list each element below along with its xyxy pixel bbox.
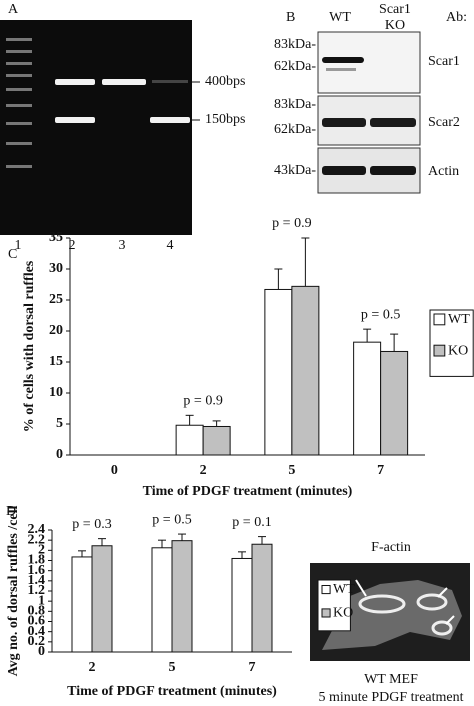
blot-band: [326, 68, 356, 71]
antibody-label: Scar1: [428, 54, 460, 69]
marker-label: 62kDa-: [274, 122, 316, 137]
y-tick-label: 35: [49, 230, 63, 245]
y-tick-label: 1: [38, 593, 45, 608]
y-tick-label: 0: [56, 447, 63, 462]
blot-band: [322, 166, 366, 175]
marker-label: 62kDa-: [274, 59, 316, 74]
ruffle: [416, 593, 448, 611]
bar: [380, 350, 409, 456]
ladder: [6, 38, 32, 168]
y-tick-label: 1.8: [28, 553, 46, 568]
y-tick-label: 0.6: [28, 614, 46, 629]
cell: [322, 580, 462, 650]
band-label: 400bps: [205, 74, 245, 89]
x-tick-label: 2: [89, 660, 96, 675]
antibody-label: Scar2: [428, 115, 460, 130]
bar: [71, 556, 93, 653]
annotation: p = 0.9: [183, 394, 222, 409]
antibody-header: Ab:: [446, 10, 467, 25]
bar: [91, 545, 113, 653]
y-tick-label: 0.8: [28, 604, 46, 619]
annotation: p = 0.5: [152, 512, 191, 527]
marker-label: 83kDa-: [274, 37, 316, 52]
annotation: p = 0.9: [272, 216, 311, 231]
image-title: F-actin: [371, 540, 411, 555]
lane-label: 4: [167, 238, 174, 253]
bar: [175, 424, 204, 456]
y-tick-label: 0: [38, 644, 45, 659]
y-tick-label: 30: [49, 261, 63, 276]
image-caption: 5 minute PDGF treatment: [318, 690, 463, 705]
x-tick-label: 5: [169, 660, 176, 675]
lane-label: 3: [119, 238, 126, 253]
panel-label: A: [8, 2, 19, 17]
band-label: 150bps: [205, 112, 245, 127]
bar: [151, 547, 173, 653]
annotation: p = 0.3: [72, 517, 111, 532]
column-label: WT: [329, 10, 351, 25]
bar: [202, 425, 231, 456]
y-tick-label: 5: [56, 416, 63, 431]
bar: [251, 543, 273, 653]
x-tick-label: 7: [249, 660, 256, 675]
x-tick-label: 5: [288, 463, 295, 478]
legend-label: KO: [333, 606, 353, 621]
marker-label: 43kDa-: [274, 163, 316, 178]
legend-label: WT: [448, 312, 470, 327]
y-tick-label: 10: [49, 385, 63, 400]
bar: [264, 288, 293, 456]
blot-band: [370, 118, 416, 127]
legend-swatch: [433, 344, 446, 357]
legend-label: KO: [448, 343, 468, 358]
y-tick-label: 2.4: [28, 522, 46, 537]
y-tick-label: 2.2: [28, 532, 46, 547]
y-tick-label: 0.4: [28, 624, 46, 639]
legend-swatch: [321, 608, 331, 618]
y-tick-label: 1.4: [28, 573, 46, 588]
y-tick-label: 20: [49, 323, 63, 338]
gel-bands: [55, 79, 190, 123]
ruffle: [431, 620, 453, 636]
y-tick-label: 25: [49, 292, 63, 307]
y-axis-label: Avg no. of dorsal ruffles /cell: [6, 505, 21, 676]
panel-label: B: [286, 10, 295, 25]
image-caption: WT MEF: [364, 672, 418, 687]
panel-label: C: [8, 247, 17, 262]
legend-swatch: [321, 585, 331, 595]
blot-band: [370, 166, 416, 175]
ruffle: [358, 594, 406, 614]
marker-label: 83kDa-: [274, 97, 316, 112]
y-tick-label: 15: [49, 354, 63, 369]
annotation: p = 0.5: [361, 307, 400, 322]
bar: [231, 557, 253, 653]
x-tick-label: 2: [200, 463, 207, 478]
legend-swatch: [433, 313, 446, 326]
lane-label: 2: [69, 238, 76, 253]
annotation: p = 0.1: [232, 515, 271, 530]
y-axis-label: % of cells with dorsal ruffles: [22, 260, 37, 432]
blot-band: [322, 118, 366, 127]
y-tick-label: 2: [38, 543, 45, 558]
x-tick-label: 7: [377, 463, 384, 478]
panel-label: D: [6, 504, 16, 519]
bar: [171, 540, 193, 653]
bar: [353, 341, 382, 456]
blot-band: [322, 57, 364, 63]
column-label: Scar1 KO: [379, 2, 411, 33]
y-tick-label: 0.2: [28, 634, 46, 649]
antibody-label: Actin: [428, 164, 459, 179]
arrows: [355, 579, 455, 625]
y-tick-label: 1.2: [28, 583, 46, 598]
x-axis-label: Time of PDGF treatment (minutes): [67, 684, 277, 699]
lane-label: 1: [15, 238, 22, 253]
bar: [291, 285, 320, 456]
x-tick-label: 0: [111, 463, 118, 478]
gel: [0, 20, 192, 235]
y-tick-label: 1.6: [28, 563, 46, 578]
x-axis-label: Time of PDGF treatment (minutes): [143, 484, 353, 499]
legend-label: WT: [333, 582, 355, 597]
